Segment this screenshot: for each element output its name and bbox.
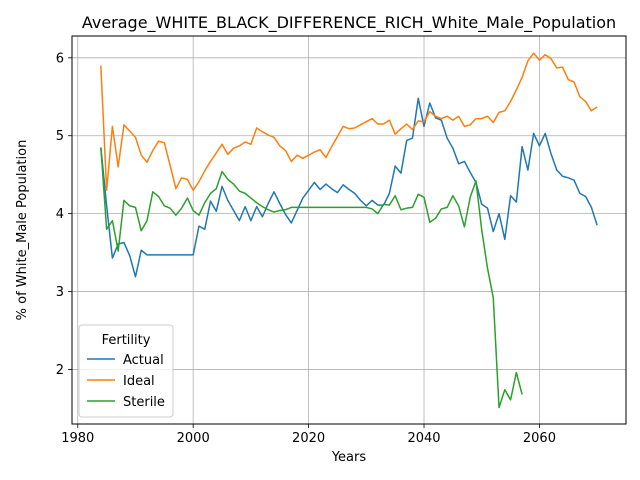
x-tick-label: 2000 — [177, 431, 210, 446]
grid — [72, 36, 626, 424]
axis-ticks: 1980 2000 2020 2040 2060 2 3 4 5 6 — [56, 51, 556, 446]
y-tick-label: 5 — [56, 129, 64, 144]
legend-label-sterile: Sterile — [123, 395, 165, 410]
x-tick-label: 2060 — [523, 431, 556, 446]
series-lines — [100, 52, 598, 409]
chart-title: Average_WHITE_BLACK_DIFFERENCE_RICH_Whit… — [82, 13, 616, 33]
x-tick-label: 2040 — [407, 431, 440, 446]
y-tick-label: 2 — [56, 363, 64, 378]
legend-label-actual: Actual — [123, 353, 164, 368]
legend-box — [78, 324, 174, 418]
y-tick-label: 3 — [56, 285, 64, 300]
legend: Fertility Actual Ideal Sterile — [78, 324, 174, 418]
series-line-sterile — [100, 147, 523, 409]
plot-frame — [71, 35, 627, 425]
y-tick-label: 4 — [56, 207, 64, 222]
legend-items: Actual Ideal Sterile — [87, 353, 165, 410]
x-tick-label: 1980 — [61, 431, 94, 446]
y-axis-label: % of White_Male Population — [15, 140, 30, 321]
x-tick-label: 2020 — [292, 431, 325, 446]
x-axis-label: Years — [331, 450, 367, 465]
legend-title: Fertility — [102, 333, 151, 348]
legend-label-ideal: Ideal — [123, 374, 155, 389]
y-tick-label: 6 — [56, 51, 64, 66]
series-line-ideal — [100, 52, 598, 192]
series-line-actual — [100, 97, 598, 278]
